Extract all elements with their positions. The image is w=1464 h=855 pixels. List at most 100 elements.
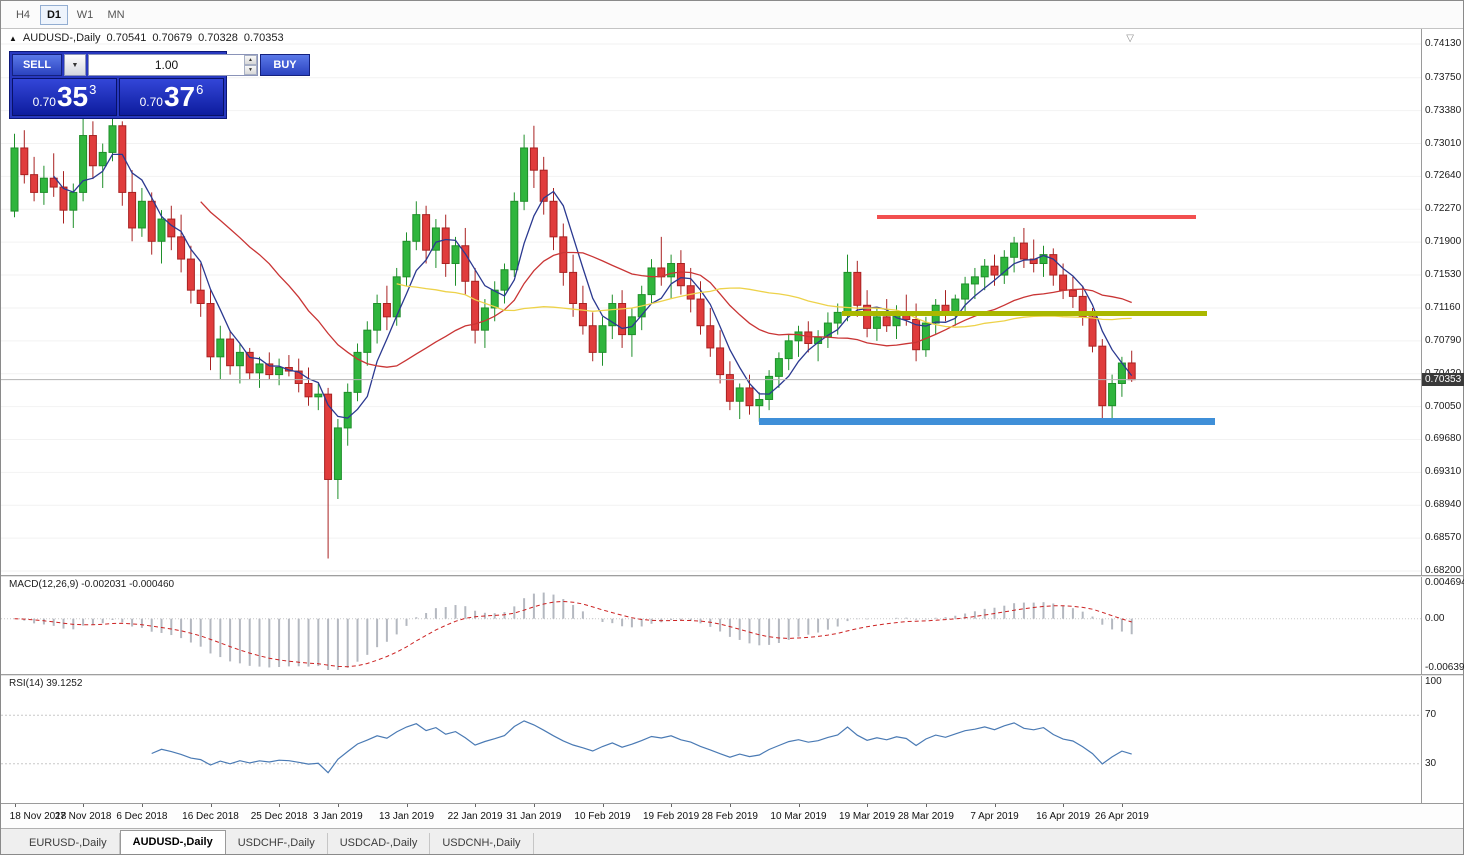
- rsi-panel-splitter[interactable]: [1, 674, 1463, 676]
- price-axis-label: 0.71530: [1425, 269, 1462, 281]
- sell-price-display[interactable]: 0.70 35 3: [12, 78, 117, 116]
- main-chart-canvas: [1, 43, 1421, 572]
- price-axis-label: 0.69680: [1425, 433, 1462, 445]
- macd-histogram: [23, 592, 1133, 670]
- macd-canvas: [1, 592, 1421, 670]
- price-axis-label: 0.74130: [1425, 38, 1462, 49]
- main-price-axis[interactable]: 0.70353 0.74130 0.73750 0.73380 0.73010 0.72…: [1421, 29, 1464, 576]
- buy-price-display[interactable]: 0.70 37 6: [119, 78, 224, 116]
- date-axis-label: 22 Jan 2019: [447, 811, 503, 822]
- rsi-axis-label: 30: [1425, 757, 1437, 769]
- timeframe-w1-button[interactable]: W1: [71, 5, 99, 25]
- date-axis-label: 7 Apr 2019: [970, 811, 1019, 822]
- symbol-ohlc-header: ▲ AUDUSD-,Daily 0.70541 0.70679 0.70328 …: [9, 32, 284, 44]
- support-line[interactable]: [759, 418, 1215, 425]
- buy-button[interactable]: BUY: [260, 54, 310, 76]
- date-tick: [1063, 804, 1065, 807]
- chart-tab-bar: EURUSD-,Daily AUDUSD-,Daily USDCHF-,Dail…: [1, 828, 1463, 854]
- date-axis-label: 28 Mar 2019: [897, 811, 954, 822]
- price-axis-label: 0.72640: [1425, 170, 1462, 182]
- timeframe-mn-button[interactable]: MN: [102, 5, 130, 25]
- main-chart-panel: ▲ AUDUSD-,Daily 0.70541 0.70679 0.70328 …: [1, 29, 1464, 576]
- rsi-axis-label: 70: [1425, 709, 1437, 721]
- chart-shift-marker-icon[interactable]: ▽: [1126, 33, 1134, 44]
- macd-plot[interactable]: MACD(12,26,9) -0.002031 -0.000460: [1, 577, 1421, 674]
- date-axis-label: 25 Dec 2018: [250, 811, 308, 822]
- main-chart-plot[interactable]: ▲ AUDUSD-,Daily 0.70541 0.70679 0.70328 …: [1, 29, 1421, 575]
- macd-price-axis[interactable]: 0.004694 0.00 -0.00639: [1421, 577, 1464, 674]
- tab-audusd-daily[interactable]: AUDUSD-,Daily: [119, 830, 226, 854]
- price-axis-label: 0.70050: [1425, 400, 1462, 412]
- rsi-line: [151, 720, 1132, 774]
- symbol-marker-icon: ▲: [9, 33, 17, 43]
- date-axis-label: 27 Nov 2018: [54, 811, 112, 822]
- date-tick: [406, 804, 408, 807]
- macd-axis-label: 0.004694: [1425, 577, 1464, 588]
- date-axis[interactable]: 18 Nov 2018 27 Nov 2018 6 Dec 2018 16 Dec 2…: [1, 803, 1463, 828]
- volume-spinner: ▲ ▼: [244, 55, 257, 75]
- date-tick: [83, 804, 85, 807]
- date-tick: [210, 804, 212, 807]
- spinner-up-icon: ▲: [248, 57, 253, 63]
- tab-usdcad-daily[interactable]: USDCAD-,Daily: [328, 833, 431, 854]
- date-axis-label: 6 Dec 2018: [116, 811, 168, 822]
- trade-controls-row: SELL ▼ ▲ ▼ BUY: [12, 54, 310, 76]
- rsi-plot[interactable]: RSI(14) 39.1252: [1, 676, 1421, 803]
- ohlc-high: 0.70679: [152, 32, 193, 44]
- price-axis-label: 0.72270: [1425, 203, 1462, 215]
- price-axis-label: 0.70790: [1425, 334, 1462, 346]
- volume-input[interactable]: [89, 55, 244, 75]
- date-axis-label: 18 Nov 2018: [9, 811, 67, 822]
- sell-button[interactable]: SELL: [12, 54, 62, 76]
- ohlc-open: 0.70541: [106, 32, 147, 44]
- timeframe-d1-button[interactable]: D1: [40, 4, 68, 25]
- date-tick: [671, 804, 673, 807]
- symbol-name: AUDUSD-,Daily: [22, 32, 101, 44]
- rsi-label: RSI(14) 39.1252: [9, 678, 83, 689]
- ohlc-low: 0.70328: [198, 32, 238, 44]
- date-axis-label: 16 Dec 2018: [182, 811, 239, 822]
- date-axis-label: 28 Feb 2019: [701, 811, 758, 822]
- volume-up-button[interactable]: ▲: [244, 55, 257, 65]
- tab-eurusd-daily[interactable]: EURUSD-,Daily: [17, 833, 120, 854]
- macd-signal-line: [14, 600, 1132, 668]
- date-axis-label: 16 Apr 2019: [1036, 811, 1091, 822]
- tab-usdcnh-daily[interactable]: USDCNH-,Daily: [430, 833, 534, 854]
- volume-down-button[interactable]: ▼: [244, 65, 257, 75]
- sell-price-big: 35: [56, 81, 89, 112]
- resistance-line[interactable]: [877, 215, 1196, 219]
- tab-usdchf-daily[interactable]: USDCHF-,Daily: [226, 833, 328, 854]
- timeframe-h4-button[interactable]: H4: [9, 5, 37, 25]
- date-tick: [729, 804, 731, 807]
- buy-price-pipette: 6: [196, 82, 204, 97]
- candles-layer: [10, 112, 1136, 559]
- macd-panel-splitter[interactable]: [1, 575, 1463, 577]
- price-axis-label: 0.73010: [1425, 137, 1462, 149]
- buy-price-big: 37: [163, 81, 196, 112]
- date-tick: [867, 804, 869, 807]
- one-click-trading-widget: SELL ▼ ▲ ▼ BUY 0.70: [9, 51, 310, 119]
- date-tick: [475, 804, 477, 807]
- date-axis-label: 26 Apr 2019: [1094, 811, 1149, 822]
- price-axis-label: 0.73750: [1425, 71, 1462, 83]
- trade-prices-row: 0.70 35 3 0.70 37 6: [12, 78, 224, 116]
- price-axis-label: 0.68570: [1425, 532, 1462, 544]
- medium-ma-line: [200, 201, 1132, 368]
- order-options-dropdown[interactable]: ▼: [64, 54, 86, 76]
- date-axis-label: 13 Jan 2019: [378, 811, 435, 822]
- macd-axis-label: -0.00639: [1425, 662, 1464, 673]
- current-price-badge: 0.70353: [1422, 372, 1464, 386]
- date-tick: [602, 804, 604, 807]
- date-tick: [337, 804, 339, 807]
- date-axis-label: 3 Jan 2019: [313, 811, 363, 822]
- rsi-axis-label: 100: [1425, 676, 1442, 687]
- rsi-price-axis[interactable]: 100 70 30: [1421, 676, 1463, 803]
- date-tick: [141, 804, 143, 807]
- date-axis-label: 19 Mar 2019: [839, 811, 896, 822]
- date-axis-label: 10 Mar 2019: [770, 811, 827, 822]
- rsi-canvas: [1, 714, 1421, 774]
- broken-support-line[interactable]: [842, 311, 1207, 316]
- date-axis-label: 19 Feb 2019: [643, 811, 700, 822]
- buy-price-small: 0.70: [139, 95, 163, 109]
